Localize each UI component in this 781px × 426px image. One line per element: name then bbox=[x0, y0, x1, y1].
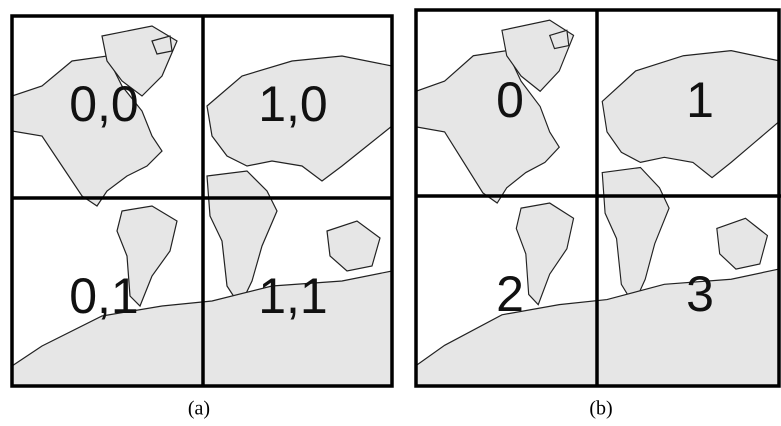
caption: (b) bbox=[589, 398, 612, 420]
tile-label: 3 bbox=[686, 266, 714, 322]
tile-label: 2 bbox=[496, 266, 524, 322]
figure: 0,0 1,0 0,1 1,1 (a) 0 1 2 3 (b) bbox=[0, 0, 781, 426]
tile-label: 0 bbox=[496, 72, 524, 128]
tile-label: 1,1 bbox=[258, 268, 328, 324]
panel-b: 0 1 2 3 (b) bbox=[416, 10, 781, 420]
tile-label: 1,0 bbox=[258, 76, 328, 132]
caption: (a) bbox=[188, 398, 210, 420]
tile-label: 0,1 bbox=[69, 268, 139, 324]
tile-label: 0,0 bbox=[69, 76, 139, 132]
panel-a: 0,0 1,0 0,1 1,1 (a) bbox=[12, 16, 392, 420]
tile-label: 1 bbox=[686, 72, 714, 128]
